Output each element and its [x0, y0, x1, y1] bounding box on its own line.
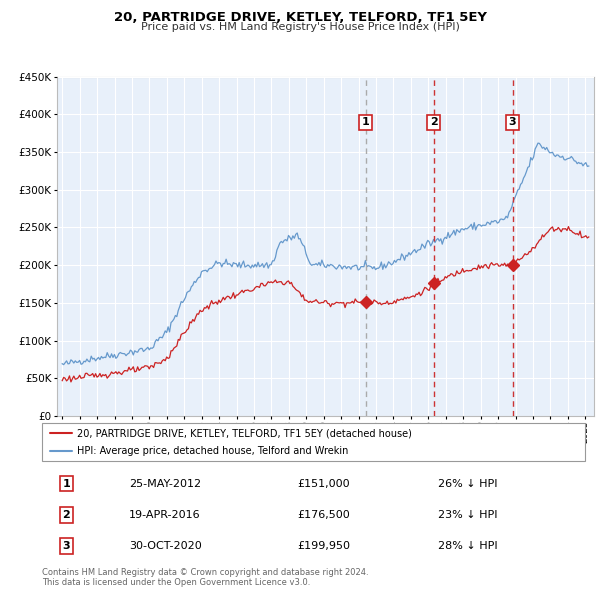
Text: 1: 1	[62, 478, 70, 489]
Text: 2: 2	[62, 510, 70, 520]
Text: HPI: Average price, detached house, Telford and Wrekin: HPI: Average price, detached house, Telf…	[77, 446, 349, 456]
Text: Contains HM Land Registry data © Crown copyright and database right 2024.: Contains HM Land Registry data © Crown c…	[42, 568, 368, 576]
Text: 3: 3	[509, 117, 517, 127]
Text: 28% ↓ HPI: 28% ↓ HPI	[439, 541, 498, 551]
Text: 25-MAY-2012: 25-MAY-2012	[129, 478, 201, 489]
Text: 19-APR-2016: 19-APR-2016	[129, 510, 200, 520]
Text: 26% ↓ HPI: 26% ↓ HPI	[439, 478, 498, 489]
Text: £176,500: £176,500	[297, 510, 350, 520]
Text: 20, PARTRIDGE DRIVE, KETLEY, TELFORD, TF1 5EY (detached house): 20, PARTRIDGE DRIVE, KETLEY, TELFORD, TF…	[77, 428, 412, 438]
Text: £151,000: £151,000	[297, 478, 350, 489]
Text: 23% ↓ HPI: 23% ↓ HPI	[439, 510, 498, 520]
Text: £199,950: £199,950	[297, 541, 350, 551]
Text: 1: 1	[362, 117, 370, 127]
Text: 3: 3	[62, 541, 70, 551]
Text: 30-OCT-2020: 30-OCT-2020	[129, 541, 202, 551]
Text: 20, PARTRIDGE DRIVE, KETLEY, TELFORD, TF1 5EY: 20, PARTRIDGE DRIVE, KETLEY, TELFORD, TF…	[113, 11, 487, 24]
Text: 2: 2	[430, 117, 437, 127]
Text: Price paid vs. HM Land Registry's House Price Index (HPI): Price paid vs. HM Land Registry's House …	[140, 22, 460, 32]
Text: This data is licensed under the Open Government Licence v3.0.: This data is licensed under the Open Gov…	[42, 578, 310, 587]
